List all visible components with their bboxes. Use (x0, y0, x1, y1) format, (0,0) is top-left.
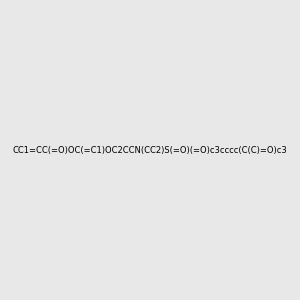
Text: CC1=CC(=O)OC(=C1)OC2CCN(CC2)S(=O)(=O)c3cccc(C(C)=O)c3: CC1=CC(=O)OC(=C1)OC2CCN(CC2)S(=O)(=O)c3c… (13, 146, 287, 154)
